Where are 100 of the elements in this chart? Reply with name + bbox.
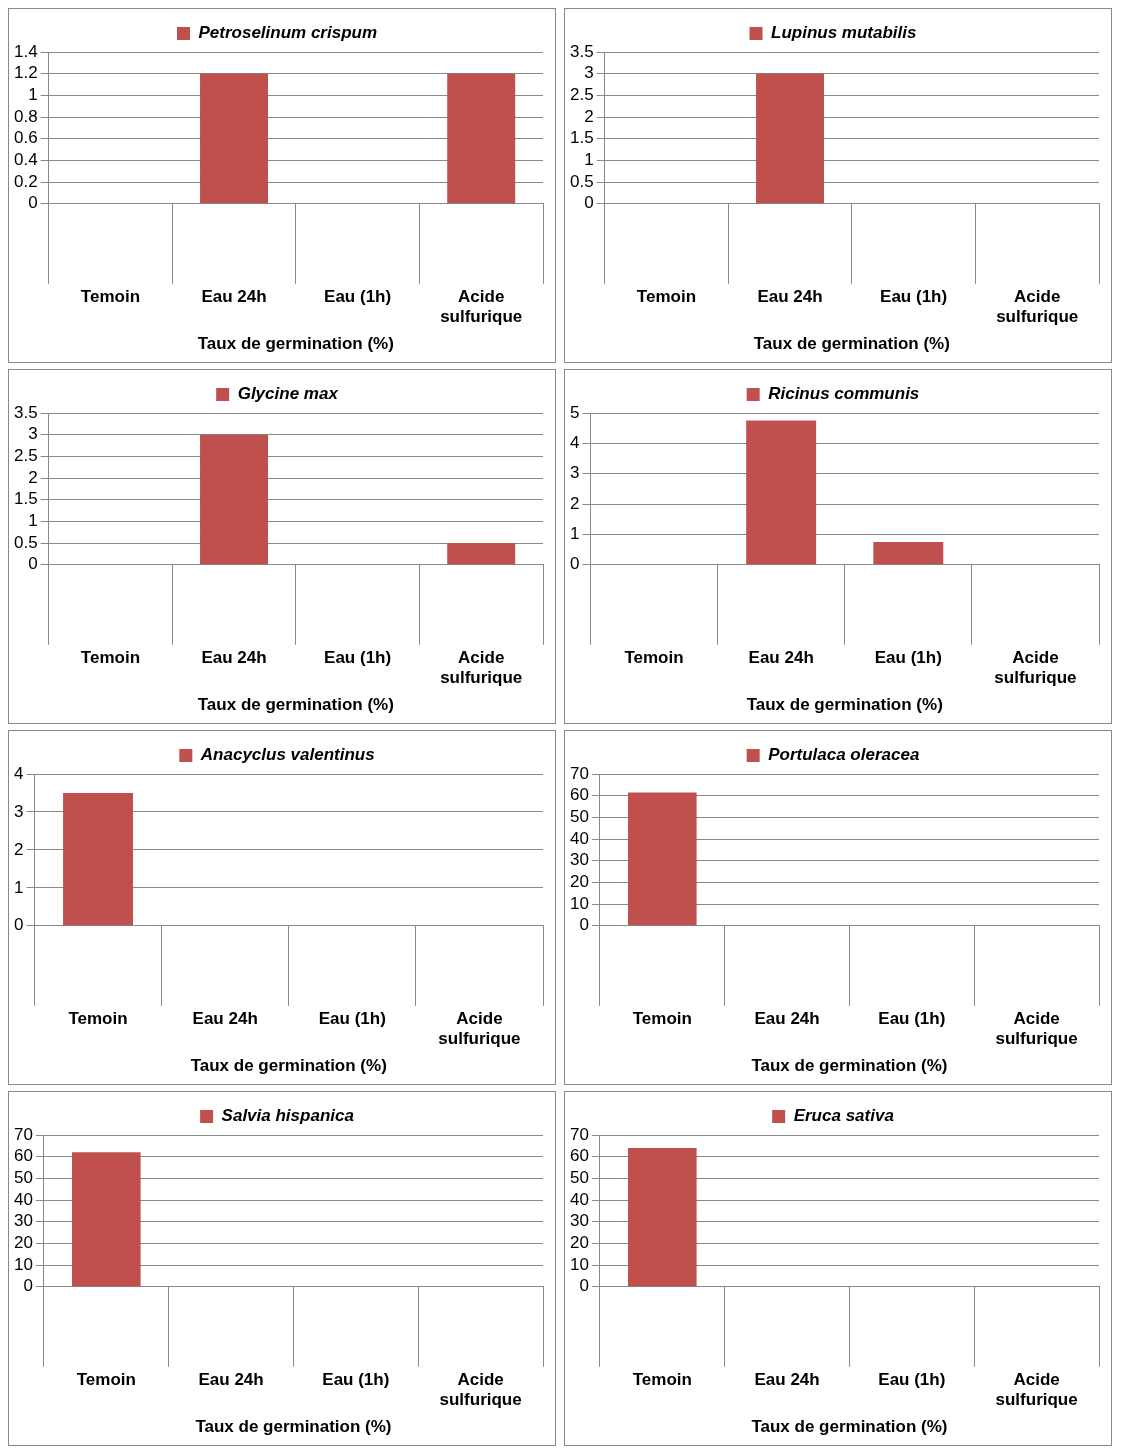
x-tick-label: Acide sulfurique [440, 286, 523, 327]
y-tick-label: 1.5 [569, 128, 594, 148]
y-tick-label: 1 [28, 511, 38, 531]
y-tick-label: 70 [13, 1124, 33, 1144]
legend-label: Anacyclus valentinus [199, 745, 375, 765]
y-tick-label: 40 [569, 828, 589, 848]
legend-label: Ricinus communis [768, 384, 920, 404]
y-tick-label: 3.5 [569, 41, 594, 61]
x-axis-title: Taux de germination (%) [746, 695, 943, 715]
y-tick-label: 20 [569, 872, 589, 892]
x-tick-label: Eau (1h) [324, 286, 392, 306]
y-tick-label: 1 [584, 150, 594, 170]
y-tick-label: 10 [569, 893, 589, 913]
y-tick-label: 60 [569, 785, 589, 805]
x-tick-label: Eau 24h [201, 286, 267, 306]
y-tick-label: 1 [569, 524, 580, 544]
y-tick-label: 10 [569, 1254, 589, 1274]
y-tick-label: 0.8 [13, 106, 38, 126]
x-axis-title: Taux de germination (%) [195, 1417, 392, 1437]
legend-label: Glycine max [237, 384, 340, 404]
legend-label: Lupinus mutabilis [771, 23, 917, 43]
x-tick-label: Temoin [624, 647, 684, 667]
x-tick-label: Acide sulfurique [995, 1369, 1078, 1410]
y-tick-label: 50 [13, 1168, 33, 1188]
x-tick-label: Temoin [80, 647, 141, 667]
y-tick-label: 1.5 [13, 489, 38, 509]
y-tick-label: 30 [569, 1211, 589, 1231]
y-tick-label: 0 [23, 1276, 33, 1296]
y-tick-label: 20 [13, 1233, 33, 1253]
y-tick-label: 1 [13, 877, 24, 897]
x-tick-label: Eau 24h [757, 286, 823, 306]
y-tick-label: 2 [28, 467, 38, 487]
y-tick-label: 1 [28, 85, 38, 105]
x-tick-label: Acide sulfurique [996, 286, 1079, 327]
x-tick-label: Acide sulfurique [438, 1008, 521, 1049]
y-tick-label: 0 [584, 193, 594, 213]
x-axis-title: Taux de germination (%) [197, 695, 394, 715]
y-tick-label: 60 [13, 1146, 33, 1166]
y-tick-label: 0 [28, 554, 38, 574]
x-tick-label: Eau (1h) [874, 647, 942, 667]
x-tick-label: Temoin [632, 1008, 692, 1028]
y-tick-label: 0.6 [13, 128, 38, 148]
x-tick-label: Temoin [68, 1008, 128, 1028]
x-tick-label: Temoin [80, 286, 141, 306]
x-tick-label: Eau 24h [754, 1008, 820, 1028]
y-tick-label: 0.5 [569, 171, 594, 191]
y-tick-label: 1.4 [13, 41, 38, 61]
y-tick-label: 40 [569, 1189, 589, 1209]
y-tick-label: 0.2 [13, 171, 38, 191]
y-tick-label: 50 [569, 807, 589, 827]
x-tick-label: Eau 24h [198, 1369, 264, 1389]
legend-label: Petroselinum crispum [198, 23, 378, 43]
x-tick-label: Temoin [636, 286, 697, 306]
y-tick-label: 40 [13, 1189, 33, 1209]
x-axis-title: Taux de germination (%) [751, 1417, 948, 1437]
x-tick-label: Acide sulfurique [440, 647, 523, 688]
y-tick-label: 0 [569, 554, 580, 574]
y-tick-label: 30 [569, 850, 589, 870]
x-tick-label: Eau (1h) [318, 1008, 386, 1028]
y-tick-label: 0.5 [13, 532, 38, 552]
legend-label: Eruca sativa [793, 1106, 894, 1126]
x-tick-label: Temoin [76, 1369, 136, 1389]
y-tick-label: 20 [569, 1233, 589, 1253]
y-tick-label: 2 [569, 493, 580, 513]
x-tick-label: Eau 24h [754, 1369, 820, 1389]
x-tick-label: Acide sulfurique [994, 647, 1077, 688]
x-tick-label: Eau (1h) [322, 1369, 390, 1389]
y-tick-label: 0 [13, 915, 24, 935]
y-tick-label: 0 [28, 193, 38, 213]
x-axis-title: Taux de germination (%) [751, 1056, 948, 1076]
y-tick-label: 1.2 [13, 63, 38, 83]
y-tick-label: 50 [569, 1168, 589, 1188]
y-tick-label: 3 [584, 63, 594, 83]
legend-label: Portulaca oleracea [768, 745, 920, 765]
y-tick-label: 60 [569, 1146, 589, 1166]
y-tick-label: 3 [28, 424, 38, 444]
y-tick-label: 4 [13, 763, 24, 783]
y-tick-label: 5 [569, 402, 580, 422]
x-tick-label: Eau (1h) [878, 1008, 946, 1028]
y-tick-label: 3.5 [13, 402, 38, 422]
x-tick-label: Eau 24h [748, 647, 814, 667]
y-tick-label: 0 [579, 1276, 589, 1296]
y-tick-label: 2 [584, 106, 594, 126]
y-tick-label: 3 [569, 463, 580, 483]
x-tick-label: Temoin [632, 1369, 692, 1389]
y-tick-label: 3 [13, 801, 24, 821]
y-tick-label: 4 [569, 433, 580, 453]
x-tick-label: Eau 24h [201, 647, 267, 667]
y-tick-label: 2.5 [569, 85, 594, 105]
y-tick-label: 10 [13, 1254, 33, 1274]
x-axis-title: Taux de germination (%) [753, 334, 950, 354]
y-tick-label: 0 [579, 915, 589, 935]
x-tick-label: Eau 24h [192, 1008, 258, 1028]
x-tick-label: Eau (1h) [880, 286, 948, 306]
x-tick-label: Acide sulfurique [439, 1369, 522, 1410]
x-axis-title: Taux de germination (%) [197, 334, 394, 354]
y-tick-label: 0.4 [13, 150, 38, 170]
x-tick-label: Eau (1h) [878, 1369, 946, 1389]
legend-label: Salvia hispanica [221, 1106, 354, 1126]
x-axis-title: Taux de germination (%) [190, 1056, 387, 1076]
